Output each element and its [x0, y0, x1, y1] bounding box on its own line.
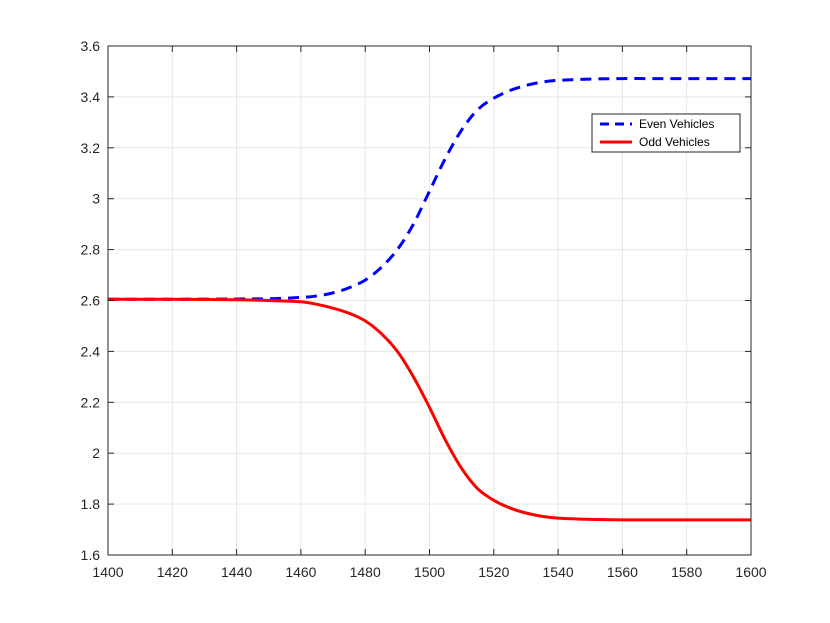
x-tick-label: 1420 [157, 564, 188, 580]
y-tick-label: 3.2 [81, 140, 101, 156]
y-tick-label: 2.6 [81, 293, 101, 309]
series-layer [107, 77, 751, 522]
odd-vehicles-line [107, 297, 751, 522]
legend-label: Even Vehicles [639, 117, 714, 131]
y-tick-label: 2.2 [81, 394, 101, 410]
y-tick-label: 1.6 [81, 547, 101, 563]
x-tick-label: 1480 [350, 564, 381, 580]
x-tick-label: 1560 [607, 564, 638, 580]
x-tick-label: 1500 [414, 564, 445, 580]
legend-label: Odd Vehicles [639, 135, 710, 149]
y-tick-label: 1.8 [81, 496, 101, 512]
y-tick-label: 3 [92, 191, 100, 207]
legend-box [591, 113, 741, 153]
x-tick-label: 1520 [478, 564, 509, 580]
x-tick-label: 1580 [671, 564, 702, 580]
y-tick-label: 2.8 [81, 242, 101, 258]
y-tick-label: 2.4 [81, 343, 101, 359]
x-tick-label: 1460 [285, 564, 316, 580]
x-tick-label: 1600 [735, 564, 766, 580]
y-tick-label: 3.4 [81, 89, 101, 105]
legend: Even Vehicles Odd Vehicles [591, 113, 741, 153]
x-tick-label: 1540 [543, 564, 574, 580]
x-tick-label: 1440 [221, 564, 252, 580]
y-tick-label: 3.6 [81, 38, 101, 54]
x-tick-label: 1400 [92, 564, 123, 580]
y-tick-label: 2 [92, 445, 100, 461]
ticks: 1400 1420 1440 1460 1480 1500 1520 1540 1560 1580… [81, 38, 767, 580]
